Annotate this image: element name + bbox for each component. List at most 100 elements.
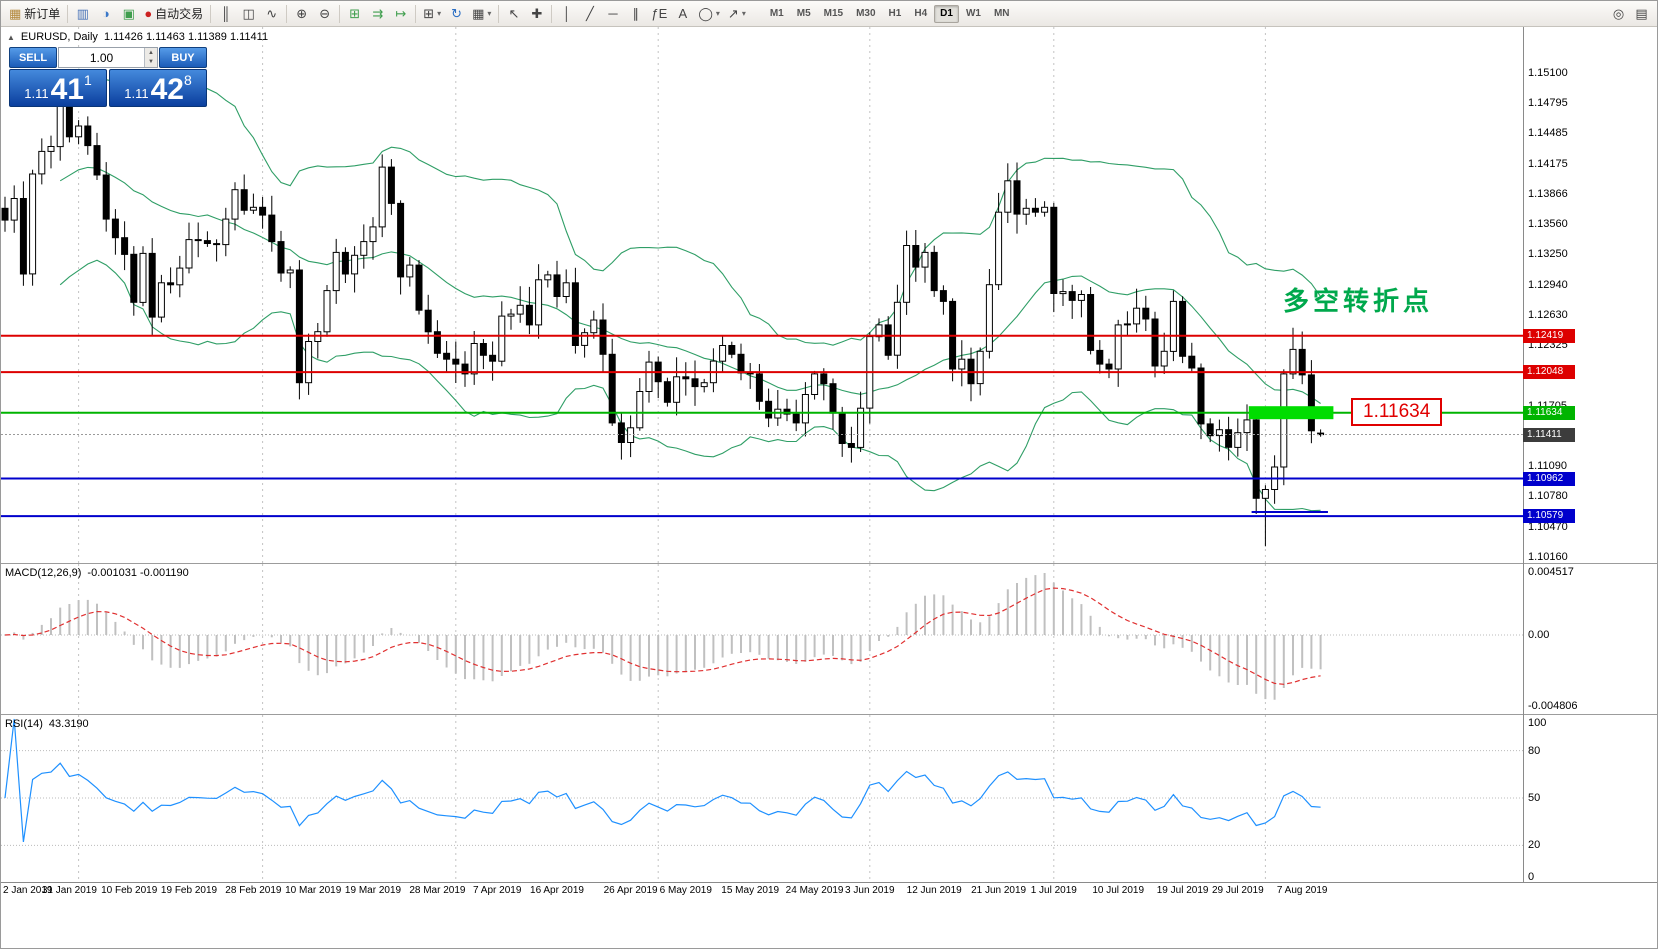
buy-button[interactable]: BUY <box>159 47 207 68</box>
candle-body <box>1169 300 1177 352</box>
timeframe-h1[interactable]: H1 <box>888 8 902 19</box>
auto-scroll-icon-button[interactable]: ⇉ <box>366 3 389 25</box>
terminal-icon-button[interactable]: ▣ <box>117 3 140 25</box>
shapes-icon-button[interactable]: ◯ ▾ <box>694 3 724 25</box>
candle-body <box>259 206 267 216</box>
rsi-pane[interactable] <box>1 715 1523 882</box>
candle-body <box>1243 419 1251 434</box>
cursor-icon-button[interactable]: ↖ <box>502 3 525 25</box>
tile-windows-icon-button[interactable]: ⊞ <box>343 3 366 25</box>
candle-body <box>378 166 386 228</box>
cursor-icon-glyph: ↖ <box>508 6 520 21</box>
autotrading-button[interactable]: ● 自动交易 <box>140 3 207 25</box>
candle-body <box>1096 349 1104 365</box>
line-chart-icon-button[interactable]: ∿ <box>260 3 283 25</box>
price-tag-1.11411: 1.11411 <box>1523 427 1575 442</box>
new-chart-button[interactable]: ⊞ ▾ <box>419 3 445 25</box>
navigator-icon-button[interactable]: ◑ <box>94 3 117 25</box>
candlestick-chart-icon-button[interactable]: ◫ <box>237 3 260 25</box>
candle-body <box>1317 432 1325 436</box>
chart-shift-icon-button[interactable]: ↦ <box>389 3 412 25</box>
highlight-band[interactable] <box>1248 406 1334 420</box>
candle-body <box>645 361 653 393</box>
channel-icon-button[interactable]: ∥ <box>624 3 647 25</box>
price-axis[interactable]: 1.15100 1.14795 1.14485 1.14175 1.13866 1.135… <box>1523 1 1657 948</box>
candle-body <box>130 253 138 303</box>
candle-body <box>1206 423 1214 437</box>
vertical-line-icon-button[interactable]: │ <box>555 3 578 25</box>
candle-body <box>1289 348 1297 375</box>
volume-input[interactable]: 1.00 ▲ ▼ <box>58 47 158 68</box>
rsi-axis-label: 0 <box>1528 871 1535 883</box>
volume-down-icon[interactable]: ▼ <box>145 57 157 67</box>
horizontal-line-icon-button[interactable]: ─ <box>601 3 624 25</box>
candle-body <box>857 407 865 448</box>
timeframe-h4[interactable]: H4 <box>914 8 928 19</box>
window-list-icon-glyph: ▤ <box>1635 6 1648 21</box>
sell-button[interactable]: SELL <box>9 47 57 68</box>
candle-body <box>498 315 506 362</box>
crosshair-icon-button[interactable]: ✚ <box>525 3 548 25</box>
candle-body <box>305 341 313 384</box>
macd-pane[interactable] <box>1 564 1523 714</box>
candle-body <box>222 218 230 246</box>
annotation-text: 多空转折点 <box>1283 286 1434 316</box>
rsi-name: RSI(14) <box>5 718 43 730</box>
price-axis-label: 1.12630 <box>1528 309 1568 322</box>
trendline-icon-button[interactable]: ╱ <box>578 3 601 25</box>
candle-body <box>903 245 911 303</box>
volume-up-icon[interactable]: ▲ <box>145 48 157 58</box>
timeframe-m1[interactable]: M1 <box>769 8 784 19</box>
time-axis[interactable]: 2 Jan 2019 31 Jan 2019 10 Feb 2019 19 Feb 2… <box>1 883 1523 901</box>
bollinger-lower-band <box>59 259 1321 512</box>
templates-icon-button[interactable]: ▦ ▾ <box>468 3 495 25</box>
candle-body <box>912 245 920 268</box>
candle-body <box>249 206 257 211</box>
auto-scroll-icon-glyph: ⇉ <box>372 6 384 21</box>
search-icon-button[interactable]: ◎ <box>1607 3 1630 25</box>
timeframe-m5[interactable]: M5 <box>796 8 811 19</box>
new-order-button[interactable]: ▦ 新订单 <box>5 3 64 25</box>
candle-body <box>387 166 395 204</box>
candle-body <box>148 252 156 318</box>
text-icon-button[interactable]: A <box>671 3 694 25</box>
bar-chart-icon-button[interactable]: ║ <box>214 3 237 25</box>
candle-body <box>19 198 27 275</box>
refresh-icon-button[interactable]: ↻ <box>445 3 468 25</box>
zoom-in-icon-button[interactable]: ⊕ <box>290 3 313 25</box>
candle-body <box>102 174 110 220</box>
date-label: 28 Feb 2019 <box>225 885 282 896</box>
date-label: 26 Apr 2019 <box>603 885 658 896</box>
market-watch-icon-button[interactable]: ▥ <box>71 3 94 25</box>
candle-body <box>921 251 929 268</box>
price-tag-1.10579: 1.10579 <box>1523 509 1575 524</box>
fibonacci-icon-button[interactable]: ƒE <box>647 3 671 25</box>
timeframe-mn[interactable]: MN <box>993 8 1010 19</box>
volume-value: 1.00 <box>89 50 114 65</box>
channel-icon-glyph: ∥ <box>632 6 640 21</box>
sell-price-display[interactable]: 1.11 41 1 <box>9 69 107 107</box>
main-chart-pane[interactable] <box>1 27 1523 563</box>
zoom-out-icon-button[interactable]: ⊖ <box>313 3 336 25</box>
price-tag-1.11634: 1.11634 <box>1523 405 1575 420</box>
market-watch-icon-glyph: ▥ <box>76 6 89 21</box>
candle-body <box>1197 367 1205 425</box>
candle-body <box>691 378 699 388</box>
timeframe-m30[interactable]: M30 <box>856 8 876 19</box>
date-label: 6 May 2019 <box>659 885 712 896</box>
window-list-icon-button[interactable]: ▤ <box>1630 3 1653 25</box>
candle-body <box>470 343 478 375</box>
candle-body <box>1280 373 1288 468</box>
timeframe-w1[interactable]: W1 <box>965 8 981 19</box>
timeframe-m15[interactable]: M15 <box>823 8 844 19</box>
pane-divider[interactable] <box>1 714 1657 715</box>
candle-body <box>295 269 303 384</box>
date-label: 10 Feb 2019 <box>101 885 158 896</box>
buy-price-display[interactable]: 1.11 42 8 <box>109 69 207 107</box>
timeframe-d1[interactable]: D1 <box>934 4 959 23</box>
candle-body <box>286 269 294 274</box>
pane-divider[interactable] <box>1 563 1657 564</box>
arrow-tool-icon-button[interactable]: ↗ ▾ <box>724 3 750 25</box>
candle-body <box>1068 291 1076 301</box>
